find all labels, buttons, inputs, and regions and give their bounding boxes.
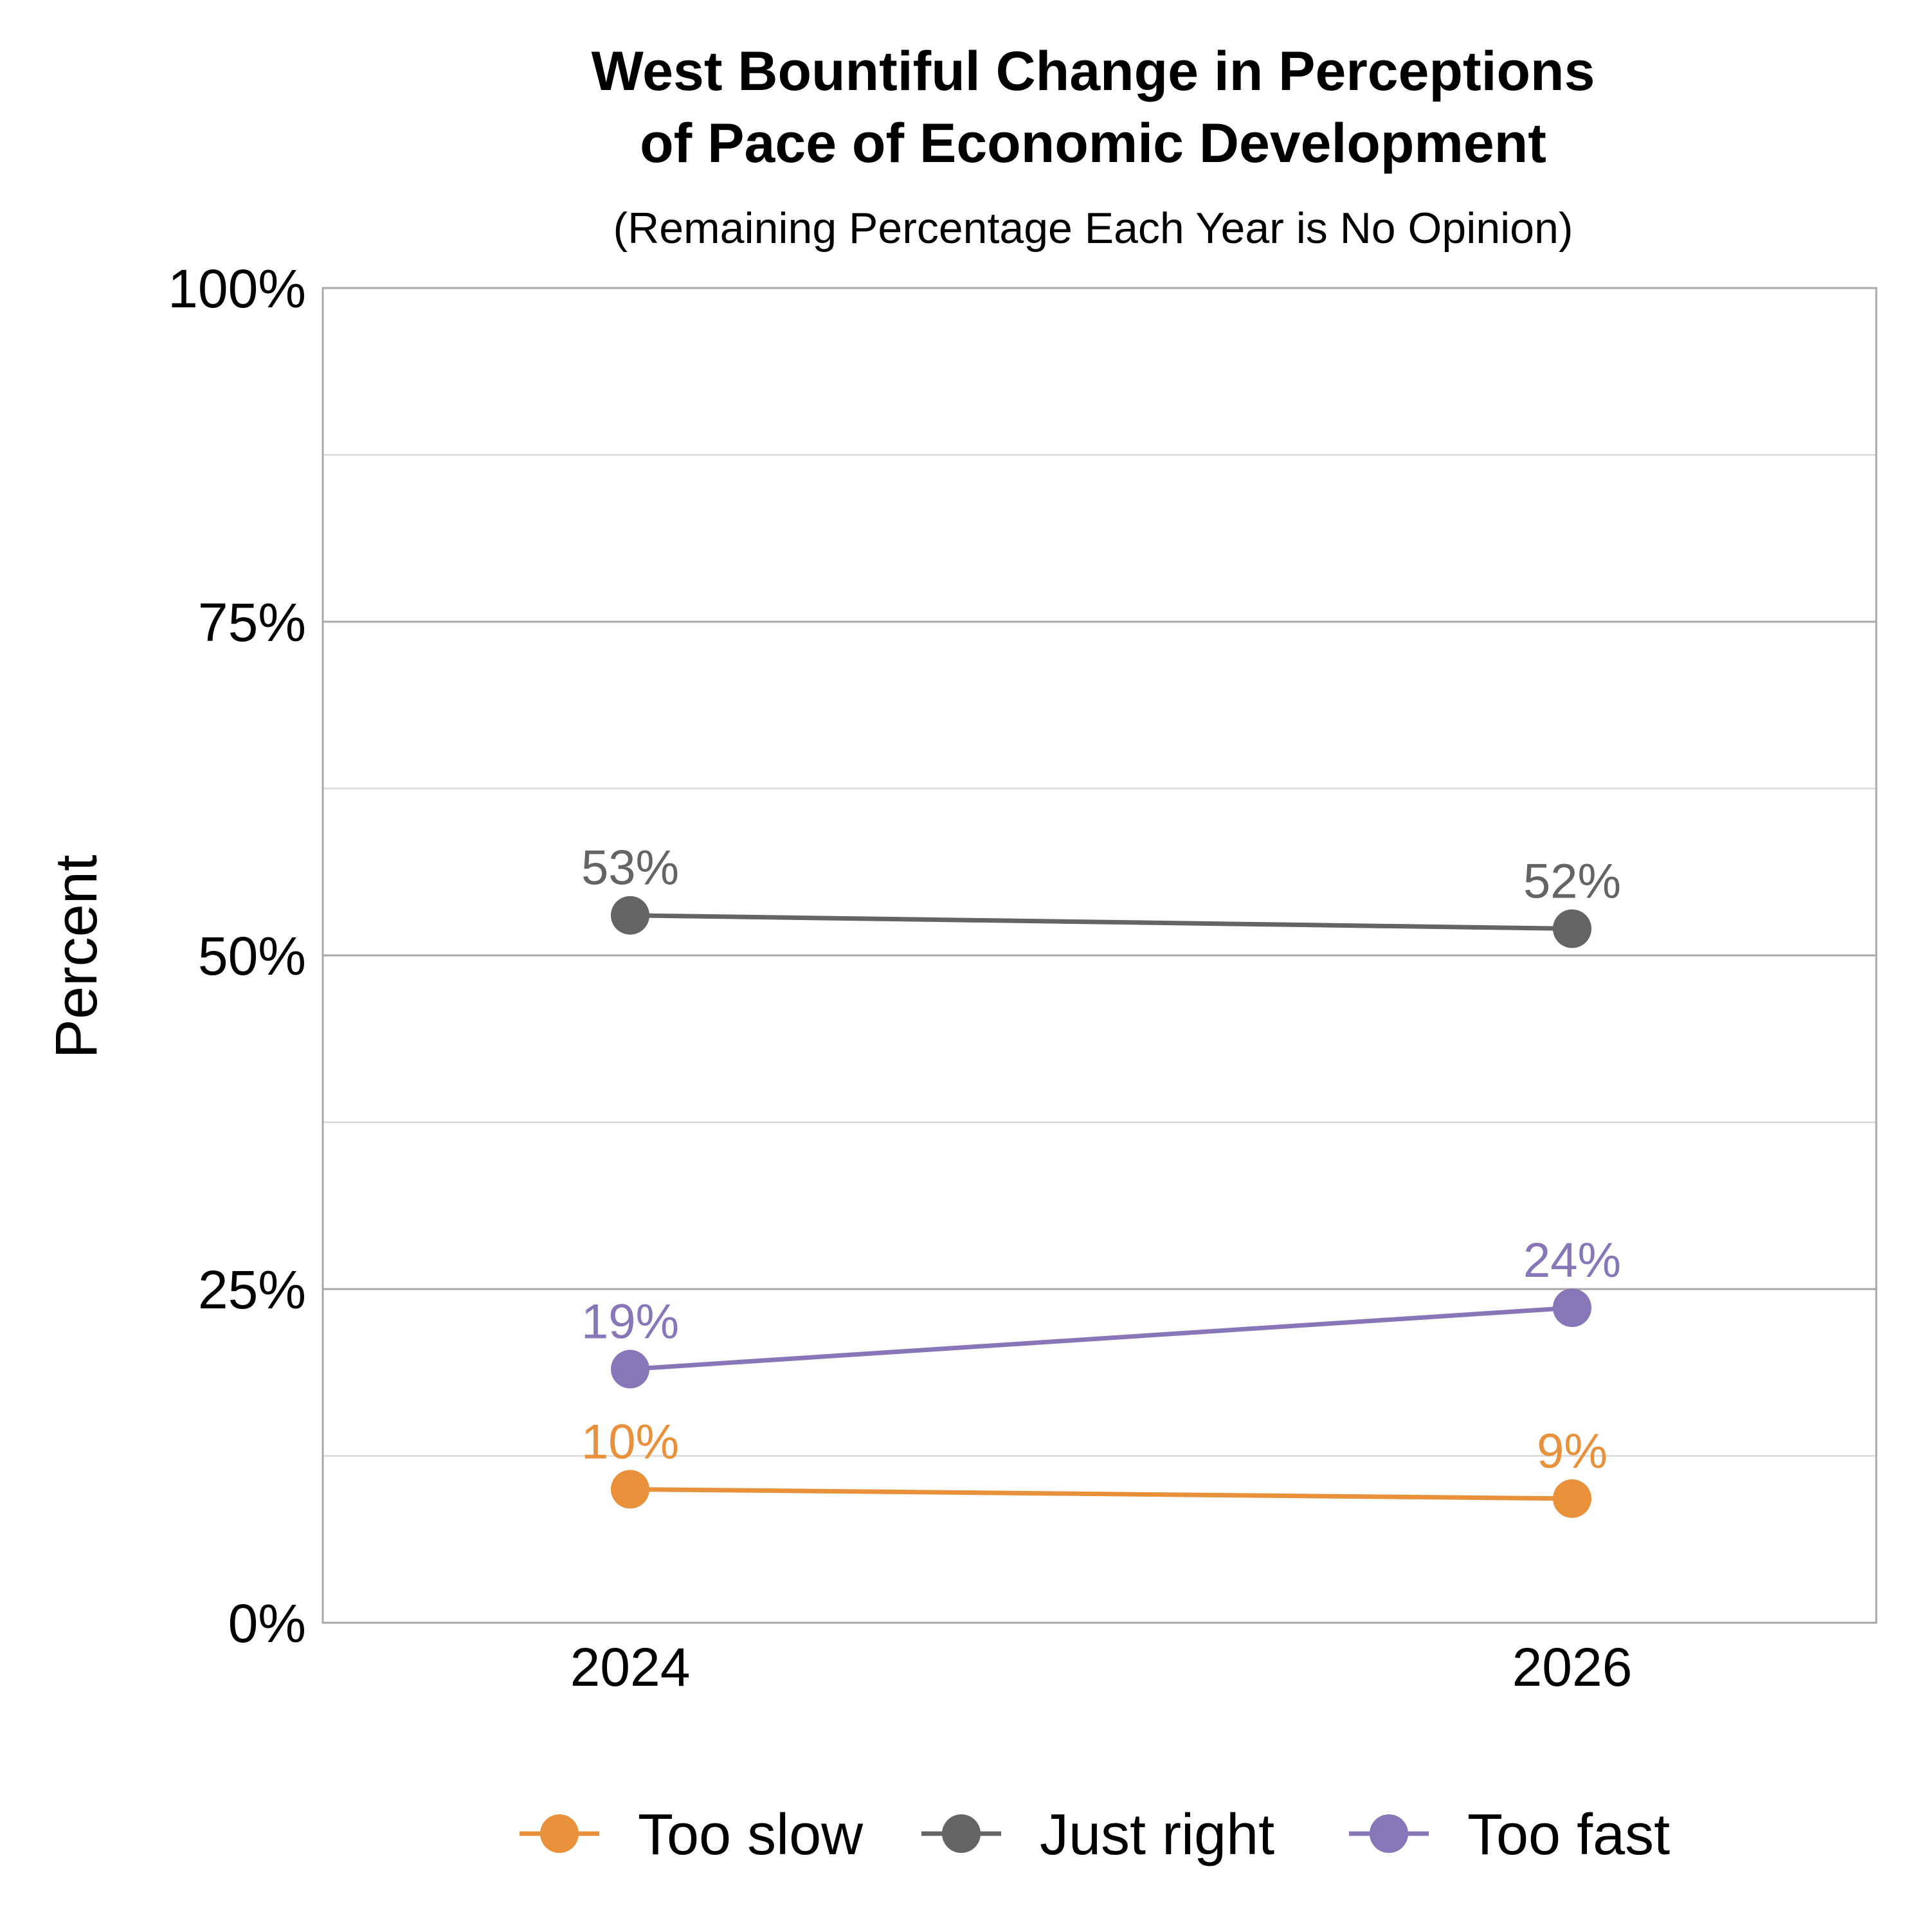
series-line <box>629 1305 1573 1372</box>
data-label: 24% <box>1523 1233 1621 1288</box>
chart-title: West Bountiful Change in Perceptions of … <box>592 41 1595 253</box>
data-point <box>1553 1479 1591 1518</box>
chart-subtitle: (Remaining Percentage Each Year is No Op… <box>613 204 1573 253</box>
legend-key-marker <box>1370 1814 1408 1853</box>
legend-label: Too slow <box>638 1803 864 1867</box>
data-point <box>1553 1288 1591 1328</box>
data-label: 10% <box>581 1414 679 1469</box>
x-tick-label: 2024 <box>570 1637 691 1697</box>
data-labels: 10% 9% 53% 52% 19% 24% <box>581 841 1621 1479</box>
legend-label: Too fast <box>1467 1803 1670 1867</box>
x-tick-label: 2026 <box>1512 1637 1633 1697</box>
chart-title-line-1: West Bountiful Change in Perceptions <box>592 41 1595 102</box>
series-line <box>629 913 1573 931</box>
y-tick-label: 75% <box>198 592 306 653</box>
data-points <box>611 896 1591 1518</box>
legend-key-marker <box>942 1814 981 1853</box>
y-axis-tick-labels: 0% 25% 50% 75% 100% <box>168 258 306 1654</box>
y-axis-title: Percent <box>44 854 109 1058</box>
y-tick-label: 25% <box>198 1259 306 1320</box>
data-label: 19% <box>581 1295 679 1350</box>
x-axis-tick-labels: 2024 2026 <box>570 1637 1633 1697</box>
series-line <box>629 1486 1573 1501</box>
chart-title-line-2: of Pace of Economic Development <box>640 113 1546 174</box>
data-point <box>611 1350 649 1389</box>
gridlines <box>322 287 1878 1624</box>
y-tick-label: 0% <box>228 1593 306 1654</box>
legend-label: Just right <box>1040 1803 1274 1867</box>
y-tick-label: 100% <box>168 258 306 319</box>
legend: Too slow Just right Too fast <box>520 1803 1670 1867</box>
plot-panel-border <box>322 287 1878 1624</box>
data-label: 53% <box>581 841 679 896</box>
series-lines <box>629 913 1573 1501</box>
data-point <box>611 1470 649 1509</box>
data-label: 9% <box>1537 1424 1608 1479</box>
y-tick-label: 50% <box>198 926 306 986</box>
data-label: 52% <box>1523 854 1621 908</box>
data-point <box>611 896 649 935</box>
data-point <box>1553 909 1591 948</box>
legend-key-marker <box>540 1814 579 1853</box>
